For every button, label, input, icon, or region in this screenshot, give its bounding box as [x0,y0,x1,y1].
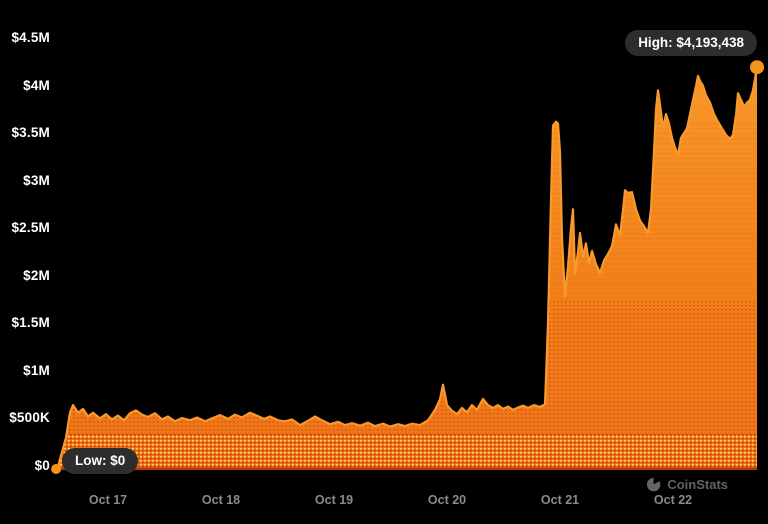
x-axis-label: Oct 17 [88,493,128,507]
area-texture-bottom [58,434,758,468]
y-axis-label: $0 [34,458,50,473]
x-axis-label: Oct 18 [201,493,241,507]
y-axis-label: $1.5M [11,315,50,331]
watermark-text: CoinStats [667,477,728,492]
x-axis-label: Oct 22 [653,493,693,507]
y-axis-label: $1M [23,362,50,378]
low-point-marker [51,464,62,474]
price-line [57,67,759,467]
x-axis-label: Oct 19 [314,493,354,507]
low-value-badge: Low: $0 [62,448,139,474]
y-axis-label: $2M [23,267,50,283]
y-axis-label: $3.5M [11,125,50,141]
low-value-label: Low: $0 [75,453,126,468]
y-axis-label: $2.5M [11,220,50,236]
x-axis-label: Oct 20 [427,493,467,507]
high-value-label: High: $4,193,438 [638,35,744,50]
high-point-marker [750,60,764,75]
y-axis-label: $4M [23,77,50,93]
high-value-badge: High: $4,193,438 [625,30,757,56]
coinstats-logo-icon [647,477,661,492]
coinstats-watermark[interactable]: CoinStats [646,477,728,492]
y-axis-label: $4.5M [11,30,50,45]
y-axis-label: $3M [23,172,50,188]
y-axis-label: $500K [9,410,50,426]
x-axis-label: Oct 21 [540,493,580,507]
